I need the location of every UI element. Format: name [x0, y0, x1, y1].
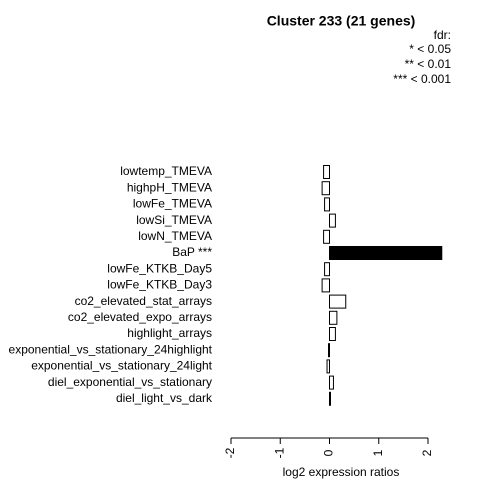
x-tick-label: -1 [272, 447, 286, 458]
bar [324, 262, 331, 277]
chart-title: Cluster 233 (21 genes) [267, 13, 416, 29]
bar [323, 229, 330, 244]
x-axis-label: log2 expression ratios [283, 465, 400, 479]
x-tick-label: -2 [223, 447, 237, 458]
y-tick-label: exponential_vs_stationary_24light [31, 359, 212, 373]
y-tick-label: exponential_vs_stationary_24highlight [9, 342, 213, 356]
x-tick-label: 2 [420, 449, 434, 456]
y-tick-label: highpH_TMEVA [127, 180, 212, 194]
legend-entry: *** < 0.001 [393, 72, 451, 86]
bar [324, 197, 331, 212]
legend-title: fdr: [434, 28, 451, 42]
bar [329, 294, 347, 309]
y-tick-label: lowFe_TMEVA [133, 197, 212, 211]
bar [329, 391, 331, 406]
y-tick-label: diel_exponential_vs_stationary [48, 375, 212, 389]
bar [329, 375, 334, 390]
y-tick-label: BaP *** [172, 245, 212, 259]
bar [321, 181, 330, 196]
y-tick-label: highlight_arrays [127, 326, 212, 340]
y-tick-label: lowFe_KTKB_Day3 [107, 278, 212, 292]
y-tick-label: co2_elevated_stat_arrays [75, 294, 212, 308]
bar [329, 213, 336, 228]
x-tick-label: 1 [371, 449, 385, 456]
bar [326, 359, 331, 374]
bar [329, 246, 443, 260]
bar [328, 343, 331, 358]
bar [321, 278, 330, 293]
y-tick-label: diel_light_vs_dark [116, 391, 213, 405]
y-tick-label: lowN_TMEVA [138, 229, 212, 243]
legend-entry: ** < 0.01 [405, 57, 452, 71]
bar [329, 310, 338, 325]
y-tick-label: lowSi_TMEVA [136, 213, 212, 227]
y-tick-label: co2_elevated_expo_arrays [68, 310, 212, 324]
legend-entry: * < 0.05 [409, 42, 451, 56]
y-tick-label: lowFe_KTKB_Day5 [107, 261, 212, 275]
y-tick-label: lowtemp_TMEVA [120, 164, 212, 178]
bar [323, 165, 330, 179]
x-tick-label: 0 [322, 449, 336, 456]
bar [329, 327, 336, 341]
